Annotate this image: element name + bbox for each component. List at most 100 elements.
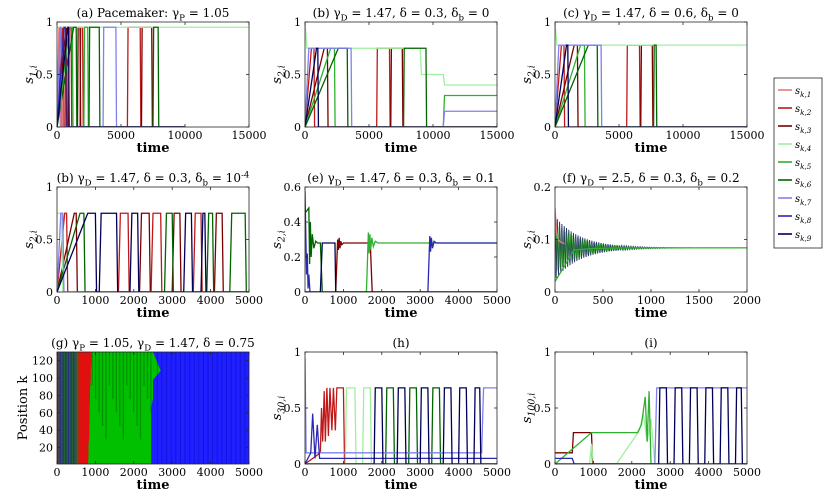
heatmap-band: [122, 352, 124, 440]
series-line-1: [305, 237, 497, 292]
x-tick-label: 5000: [235, 466, 263, 479]
heatmap-band: [115, 352, 117, 413]
x-tick-label: 0: [552, 129, 559, 142]
heatmap-band: [239, 352, 241, 464]
x-axis-label: time: [385, 306, 418, 321]
series-line-1: [305, 387, 497, 464]
series-line-3: [57, 212, 249, 292]
y-tick-label: 60: [39, 407, 53, 420]
plot-area: [57, 212, 249, 292]
series-line-5: [555, 44, 747, 127]
y-axis-label: s1,i​: [22, 65, 40, 84]
panel-9: 0 1000 2000 3000 4000 5000 0 0.5 1 (i) time s100,i​: [520, 336, 761, 493]
series-line-3: [305, 206, 497, 292]
x-tick-label: 0: [302, 294, 309, 307]
y-axis-label: s2,i​: [520, 65, 538, 84]
heatmap-band: [189, 352, 191, 464]
x-tick-label: 1000: [81, 466, 109, 479]
series-line-4: [305, 190, 497, 292]
axes-box: [554, 186, 748, 293]
series-line-9: [57, 26, 185, 127]
y-axis-label: s100,i​: [520, 393, 538, 423]
panel-5: 0 1000 2000 3000 4000 5000 0 0.2 0.4 0.6 (e) γD​ =…: [270, 171, 511, 321]
y-tick-label: 0: [294, 121, 301, 134]
x-tick-label: 5000: [483, 294, 511, 307]
x-tick-label: 1000: [329, 294, 357, 307]
x-tick-label: 1000: [637, 294, 665, 307]
x-tick-label: 4000: [445, 466, 473, 479]
series-line-5: [305, 47, 497, 127]
x-tick-label: 3000: [158, 466, 186, 479]
x-tick-label: 0: [552, 294, 559, 307]
y-tick-label: 0.5: [284, 402, 302, 415]
x-tick-label: 10000: [168, 129, 203, 142]
panel-4: 0 1000 2000 3000 4000 5000 0 0.5 1 (b) γD​ = 1.47…: [22, 170, 263, 321]
heatmap-band: [156, 352, 158, 464]
y-tick-label: 0.5: [36, 234, 54, 247]
x-axis-label: time: [385, 478, 418, 493]
panel-6: 0 500 1000 1500 2000 0 0.1 0.2 (f) γD​ = 2.5, δ …: [520, 171, 761, 321]
series-line-5: [555, 457, 747, 464]
heatmap-band: [235, 352, 237, 464]
y-tick-label: 0.5: [284, 69, 302, 82]
heatmap-band: [112, 352, 114, 400]
x-tick-label: 1500: [685, 294, 713, 307]
heatmap-band: [133, 352, 135, 413]
plot-area: [555, 207, 747, 282]
x-tick-label: 0: [552, 466, 559, 479]
x-axis-label: time: [385, 141, 418, 156]
panel-title: (c) γD​ = 1.47, δ = 0.6, δb​ = 0: [563, 6, 739, 23]
panel-7: 0 1000 2000 3000 4000 5000 20 40 60 80 100 120 (g) γ…: [16, 336, 263, 493]
y-tick-label: 1: [544, 346, 551, 359]
legend-entry: sk,2​: [795, 104, 812, 117]
heatmap-band: [221, 352, 223, 464]
x-axis-label: time: [137, 306, 170, 321]
y-axis-label: s2,i​: [22, 230, 40, 249]
x-axis-label: time: [137, 141, 170, 156]
x-tick-label: 10000: [416, 129, 451, 142]
heatmap-band: [193, 352, 195, 464]
heatmap-band: [126, 352, 128, 386]
x-tick-label: 15000: [232, 129, 267, 142]
y-tick-label: 0.5: [534, 69, 552, 82]
plot-area: [57, 26, 249, 127]
plot-area: [305, 190, 497, 292]
y-tick-label: 0: [46, 121, 53, 134]
y-tick-label: 100: [32, 372, 53, 385]
x-tick-label: 2000: [120, 294, 148, 307]
y-tick-label: 40: [39, 424, 53, 437]
panel-3: 0 5000 10000 15000 0 0.5 1 (c) γD​ = 1.47, δ = …: [520, 6, 765, 156]
x-tick-label: 1000: [329, 466, 357, 479]
series-line-3: [305, 22, 497, 86]
heatmap-region-2: [151, 352, 249, 464]
y-axis-label: s30,i​: [270, 396, 288, 421]
series-line-8: [57, 26, 185, 127]
heatmap-band: [184, 352, 186, 464]
heatmap-stripe: [74, 352, 79, 464]
legend: sk,1​ sk,2​ sk,3​ sk,4​ sk,5​ sk,6​ sk,7​ sk,8​…: [773, 77, 823, 249]
x-tick-label: 15000: [480, 129, 515, 142]
panel-title: (a) Pacemaker: γP​ = 1.05: [77, 6, 230, 23]
series-line-3: [555, 22, 747, 46]
x-tick-label: 4000: [197, 466, 225, 479]
y-tick-label: 0: [544, 458, 551, 471]
legend-entry: sk,8​: [795, 212, 812, 225]
panel-title: (i): [644, 336, 657, 350]
plot-area: [57, 352, 249, 464]
x-tick-label: 2000: [733, 294, 761, 307]
series-line-6: [57, 26, 185, 127]
series-line-2: [57, 212, 249, 292]
series-line-2: [305, 387, 497, 464]
series-line-7: [305, 47, 497, 127]
legend-entry: sk,3​: [795, 122, 812, 135]
heatmap-band: [108, 352, 111, 386]
y-tick-label: 1: [46, 16, 53, 29]
y-tick-label: 0.1: [534, 234, 552, 247]
heatmap-band: [146, 352, 149, 400]
y-axis-label: s2,i​: [520, 230, 538, 249]
y-tick-label: 0: [294, 458, 301, 471]
panel-title: (f) γD​ = 2.5, δ = 0.3, δb​ = 0.2: [562, 171, 739, 188]
x-axis-label: time: [635, 478, 668, 493]
y-tick-label: 0.5: [534, 402, 552, 415]
y-tick-label: 0: [46, 286, 53, 299]
